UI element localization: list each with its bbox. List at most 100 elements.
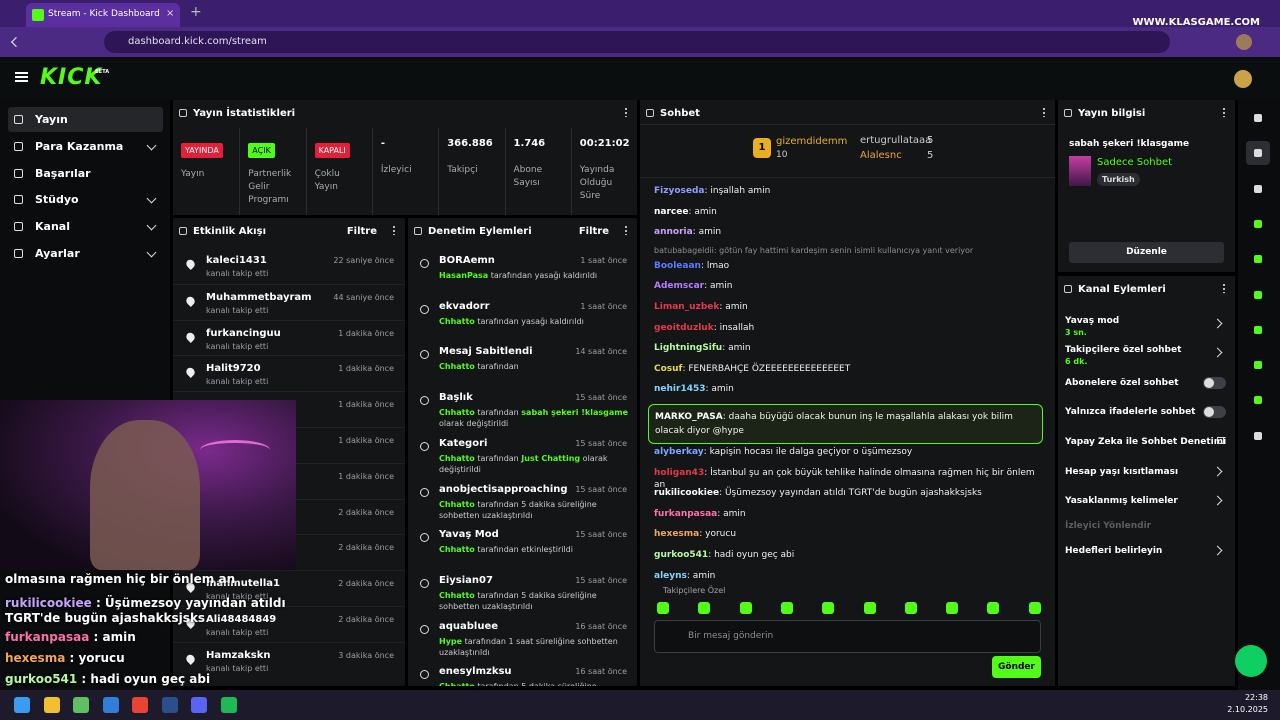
emote[interactable] — [780, 602, 793, 614]
nav-item[interactable]: Stüdyo — [8, 187, 163, 212]
tab-close[interactable]: × — [166, 8, 175, 19]
menu-button[interactable] — [15, 72, 28, 82]
user-avatar[interactable] — [1234, 70, 1252, 88]
active-tab[interactable]: Stream - Kick Dashboard × — [26, 3, 180, 27]
emote[interactable] — [904, 602, 917, 614]
panel-menu[interactable] — [393, 225, 395, 235]
moderation-item: aquabluee 16 saat önce Hype tarafından 1 s… — [408, 620, 637, 665]
overlay-message: gurkoo541 : hadi oyun geç abi — [5, 672, 335, 687]
help-button[interactable] — [1235, 645, 1267, 677]
moderation-item: BORAemn 1 saat önce HasanPasa tarafından y… — [408, 254, 637, 299]
channel-action[interactable]: Yasaklanmış kelimeler — [1058, 494, 1235, 520]
detail-highlight: Chhatto — [439, 408, 475, 418]
taskbar-app[interactable] — [102, 697, 119, 713]
rail-button[interactable] — [1246, 247, 1270, 271]
taskbar-app[interactable] — [73, 697, 89, 713]
event-user: furkancinguu — [206, 327, 281, 339]
edit-button[interactable]: Düzenle — [1069, 242, 1224, 263]
rail-button[interactable] — [1246, 212, 1270, 236]
emote[interactable] — [863, 602, 876, 614]
taskbar-app[interactable] — [43, 697, 60, 713]
detail-text: tarafından yasağı kaldırıldı — [474, 316, 584, 326]
emote[interactable] — [698, 602, 711, 614]
panel-menu[interactable] — [625, 225, 627, 235]
activity-event: Muhammetbayram kanalı takip etti 44 saniye… — [173, 283, 405, 319]
back-button[interactable] — [10, 36, 22, 48]
toggle — [1203, 377, 1226, 389]
nav-item[interactable]: Para Kazanma — [8, 134, 163, 159]
rail-button[interactable] — [1246, 424, 1270, 448]
channel-action[interactable]: Takipçilere özel sohbet 6 dk. — [1058, 343, 1235, 369]
channel-action[interactable]: Hedefleri belirleyin — [1058, 544, 1235, 570]
message-input[interactable]: Bir mesaj gönderin — [654, 620, 1041, 653]
time: 1 saat önce — [580, 256, 627, 265]
filter-button[interactable]: Filtre — [346, 226, 377, 237]
emote[interactable] — [1028, 602, 1041, 614]
nav-item[interactable]: Ayarlar — [8, 241, 163, 266]
taskbar-app[interactable] — [14, 697, 30, 713]
channel-action[interactable]: Yapay Zeka ile Sohbet Denetimi — [1058, 435, 1235, 461]
panel-menu[interactable] — [1223, 107, 1225, 117]
detail-highlight: sabah şekeri !klasgame — [521, 408, 629, 418]
filter-button[interactable]: Filtre — [578, 226, 609, 237]
send-button[interactable]: Gönder — [992, 656, 1041, 678]
rail-button[interactable] — [1246, 177, 1270, 201]
detail-text: tarafından etkinleştirildi — [474, 545, 573, 555]
chat-user: geoitduzluk — [654, 322, 714, 333]
sidebar: Yayın Para Kazanma Başarılar Stüdyo Kanal Aya… — [0, 100, 170, 690]
action-icon — [420, 624, 429, 634]
detail-highlight: Hype — [439, 636, 463, 646]
rail-button[interactable] — [1246, 388, 1270, 412]
action-value: 6 dk. — [1065, 357, 1088, 366]
chat-message: Liman_uzbek: amin — [654, 301, 1043, 313]
panel-menu[interactable] — [1223, 283, 1225, 293]
site-header: KICK BETA — [0, 57, 1280, 100]
detail: Chhatto tarafından sabah şekeri !klasgam… — [439, 407, 629, 429]
logo[interactable]: KICK — [40, 65, 103, 90]
moderation-panel: Denetim Eylemleri Filtre BORAemn 1 saat önc… — [408, 218, 637, 686]
toggle-knob — [1204, 378, 1214, 388]
stat-item: 1.746 Abone Sayısı — [504, 128, 571, 215]
chat-user: Ademscar — [654, 281, 705, 292]
rail-button[interactable] — [1246, 353, 1270, 377]
emote[interactable] — [946, 602, 959, 614]
chat-user: gurkoo541 — [654, 550, 709, 560]
rail-button[interactable] — [1246, 141, 1270, 166]
emote[interactable] — [987, 602, 1000, 614]
taskbar-app[interactable] — [191, 697, 207, 713]
rail-button[interactable] — [1246, 318, 1270, 342]
panel-menu[interactable] — [1043, 107, 1045, 117]
neon-sign — [200, 440, 270, 460]
new-tab[interactable]: + — [190, 4, 202, 20]
channel-action[interactable]: Abonelere özel sohbet — [1058, 376, 1235, 402]
action-icon — [420, 487, 429, 497]
event-time: 2 dakika önce — [338, 507, 394, 517]
rail-button[interactable] — [1246, 106, 1270, 130]
nav-icon — [14, 222, 23, 232]
action-label: Yasaklanmış kelimeler — [1065, 496, 1178, 506]
detail-highlight: Chhatto — [439, 453, 475, 463]
channel-action[interactable]: Yalnızca ifadelerle sohbet — [1058, 405, 1235, 431]
nav-item[interactable]: Kanal — [8, 214, 163, 239]
emote[interactable] — [657, 602, 669, 614]
channel-action[interactable]: Hesap yaşı kısıtlaması — [1058, 465, 1235, 491]
rail-button[interactable] — [1246, 283, 1270, 307]
event-user: kaleci1431 — [206, 255, 267, 266]
profile-avatar[interactable] — [1236, 34, 1252, 50]
taskbar-app[interactable] — [161, 697, 178, 713]
category[interactable]: Sadece Sohbet — [1097, 157, 1173, 168]
nav-item[interactable]: Başarılar — [8, 161, 163, 186]
nav-item[interactable]: Yayın — [8, 107, 163, 132]
panel-icon — [179, 109, 187, 117]
taskbar-app[interactable] — [132, 697, 148, 713]
panel-menu[interactable] — [625, 107, 627, 117]
emote[interactable] — [739, 602, 752, 614]
channel-action[interactable]: Yavaş mod 3 sn. — [1058, 314, 1235, 340]
channel-actions-panel: Kanal Eylemleri Yavaş mod 3 sn. Takipçilere… — [1058, 276, 1235, 686]
target: Mesaj Sabitlendi — [439, 346, 533, 358]
chevron — [146, 247, 157, 258]
emote[interactable] — [822, 602, 835, 614]
taskbar-app[interactable] — [220, 697, 237, 713]
address-bar[interactable]: dashboard.kick.com/stream — [104, 31, 1170, 53]
event-time: 2 dakika önce — [338, 615, 394, 624]
